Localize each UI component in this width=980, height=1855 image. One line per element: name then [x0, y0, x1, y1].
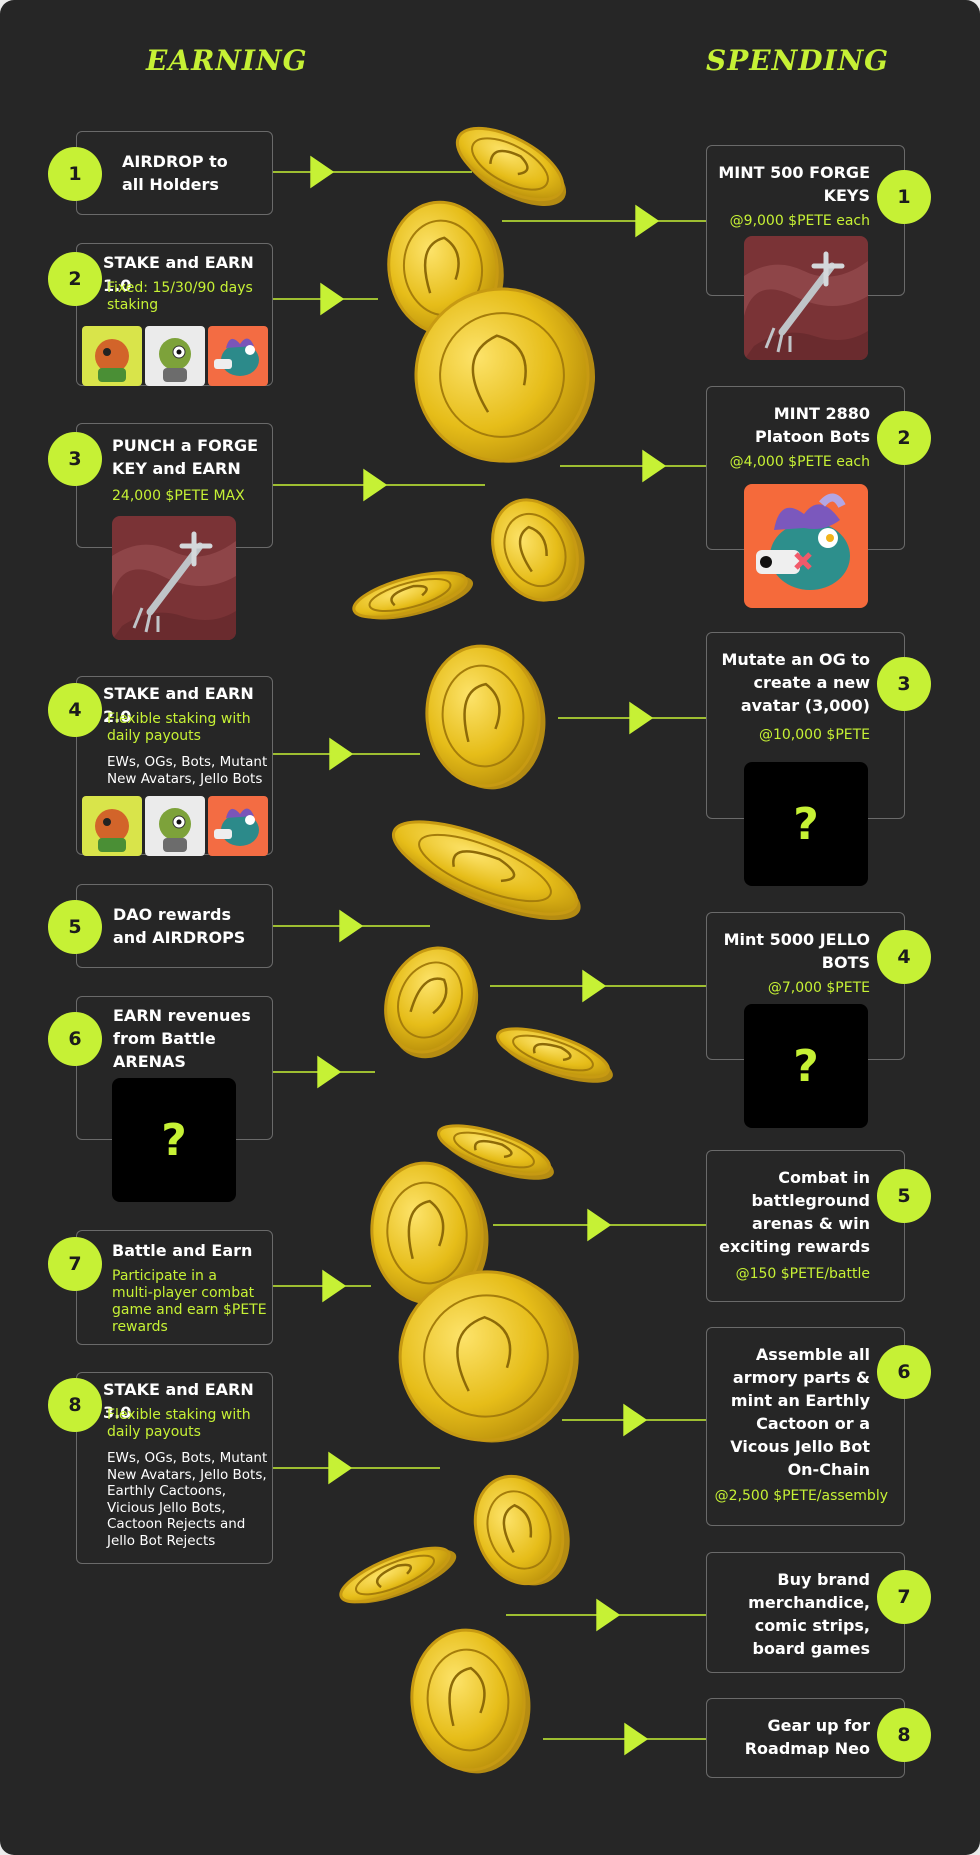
coin-image — [339, 1546, 457, 1604]
coin-image — [425, 644, 546, 790]
og-avatar-image — [145, 326, 205, 386]
spending-sub-5: @150 $PETE/battle — [735, 1266, 870, 1282]
coin-image — [455, 126, 567, 206]
spending-sub-3: @10,000 $PETE — [758, 727, 870, 743]
spending-title-4: Mint 5000 JELLO BOTS — [723, 930, 870, 972]
earning-desc-4: EWs, OGs, Bots, Mutant New Avatars, Jell… — [107, 754, 268, 787]
spending-badge-2: 2 — [877, 411, 931, 465]
og-avatar-image — [145, 796, 205, 856]
coin-image — [414, 287, 596, 463]
earning-title-3: PUNCH a FORGE KEY and EARN — [112, 436, 259, 478]
earning-card-8: STAKE and EARN 3.0 Flexible staking with… — [76, 1372, 273, 1564]
earning-heading: EARNING — [146, 44, 308, 77]
mystery-question-mark: ? — [744, 1004, 868, 1128]
earning-badge-2: 2 — [48, 252, 102, 306]
spending-card-7: Buy brand merchandice, comic strips, boa… — [706, 1552, 905, 1673]
spending-title-2: MINT 2880 Platoon Bots — [755, 404, 870, 446]
earning-card-2: STAKE and EARN 1.0 Fixed: 15/30/90 days … — [76, 243, 273, 386]
earning-sub-7: Participate in a multi-player combat gam… — [112, 1268, 267, 1335]
earning-badge-8: 8 — [48, 1378, 102, 1432]
coin-image — [437, 1124, 554, 1180]
spending-sub-2: @4,000 $PETE each — [729, 454, 870, 470]
bot-avatar-image — [208, 326, 268, 386]
earning-title-1: AIRDROP to all Holders — [122, 152, 228, 194]
earning-title-5: DAO rewards and AIRDROPS — [113, 905, 246, 947]
bot-avatar-image — [208, 796, 268, 856]
coin-image — [384, 946, 479, 1059]
mystery-question-mark: ? — [744, 762, 868, 886]
coin-image — [398, 1270, 579, 1443]
coin-image — [473, 1474, 570, 1586]
earning-title-7: Battle and Earn — [112, 1241, 253, 1260]
coin-image — [491, 498, 585, 602]
spending-badge-7: 7 — [877, 1570, 931, 1624]
earning-sub-4: Flexible staking with daily payouts — [107, 711, 251, 744]
spending-sub-4: @7,000 $PETE — [767, 980, 870, 996]
mystery-question-mark: ? — [112, 1078, 236, 1202]
spending-card-6: Assemble all armory parts & mint an Eart… — [706, 1327, 905, 1526]
ew-avatar-image — [82, 326, 142, 386]
spending-title-8: Gear up for Roadmap Neo — [744, 1716, 870, 1758]
spending-title-5: Combat in battleground arenas & win exci… — [719, 1168, 870, 1256]
spending-badge-1: 1 — [877, 170, 931, 224]
earning-card-4: STAKE and EARN 2.0 Flexible staking with… — [76, 676, 273, 856]
earning-title-2: STAKE and EARN 1.0 — [103, 253, 254, 295]
spending-sub-1: @9,000 $PETE each — [729, 213, 870, 229]
coin-image — [370, 1161, 489, 1307]
earning-sub-3: 24,000 $PETE MAX — [112, 488, 245, 504]
earning-badge-4: 4 — [48, 683, 102, 737]
earning-title-6: EARN revenues from Battle ARENAS — [113, 1006, 251, 1071]
spending-title-7: Buy brand merchandice, comic strips, boa… — [748, 1570, 870, 1658]
spending-badge-3: 3 — [877, 657, 931, 711]
earning-badge-5: 5 — [48, 900, 102, 954]
spending-badge-8: 8 — [877, 1708, 931, 1762]
spending-badge-4: 4 — [877, 930, 931, 984]
spending-badge-5: 5 — [877, 1169, 931, 1223]
spending-title-6: Assemble all armory parts & mint an Eart… — [730, 1345, 870, 1479]
earning-desc-8: EWs, OGs, Bots, Mutant New Avatars, Jell… — [107, 1450, 268, 1549]
earning-badge-1: 1 — [48, 147, 102, 201]
earning-thumbs-2 — [82, 326, 268, 386]
platoon-bot-image — [744, 484, 868, 608]
earning-badge-7: 7 — [48, 1237, 102, 1291]
spending-heading: SPENDING — [706, 44, 890, 77]
earning-sub-8: Flexible staking with daily payouts — [107, 1407, 251, 1440]
earning-card-7: Battle and Earn Participate in a multi-p… — [76, 1230, 273, 1345]
spending-title-3: Mutate an OG to create a new avatar (3,0… — [721, 650, 870, 715]
coin-image — [352, 571, 474, 620]
spending-card-8: Gear up for Roadmap Neo — [706, 1698, 905, 1778]
spending-card-5: Combat in battleground arenas & win exci… — [706, 1150, 905, 1302]
forge-key-image — [112, 516, 236, 640]
spending-sub-6: @2,500 $PETE/assembly — [714, 1488, 888, 1504]
spending-title-1: MINT 500 FORGE KEYS — [718, 163, 870, 205]
earning-thumbs-4 — [82, 796, 268, 856]
ew-avatar-image — [82, 796, 142, 856]
coin-image — [410, 1628, 531, 1774]
earning-card-5: DAO rewards and AIRDROPS — [76, 884, 273, 968]
coin-image — [391, 820, 581, 921]
spending-card-3: Mutate an OG to create a new avatar (3,0… — [706, 632, 905, 819]
earning-card-1: AIRDROP to all Holders — [76, 131, 273, 215]
forge-key-image — [744, 236, 868, 360]
earning-title-8: STAKE and EARN 3.0 — [103, 1380, 254, 1422]
spending-badge-6: 6 — [877, 1345, 931, 1399]
coin-image — [496, 1027, 613, 1083]
earning-badge-3: 3 — [48, 432, 102, 486]
earning-sub-2: Fixed: 15/30/90 days staking — [107, 280, 253, 313]
earning-badge-6: 6 — [48, 1012, 102, 1066]
earning-title-4: STAKE and EARN 2.0 — [103, 684, 254, 726]
